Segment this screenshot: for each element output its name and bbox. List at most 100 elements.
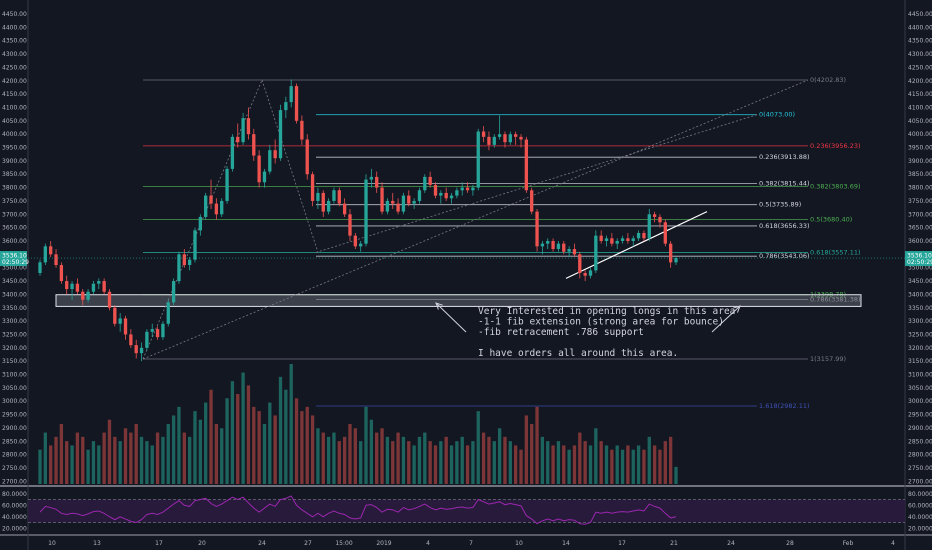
candle-body[interactable] bbox=[187, 259, 192, 266]
candle-body[interactable] bbox=[204, 195, 208, 217]
candle-body[interactable] bbox=[49, 246, 53, 255]
candle-body[interactable] bbox=[38, 262, 42, 274]
candle-body[interactable] bbox=[230, 136, 235, 169]
candle-body[interactable] bbox=[668, 243, 673, 263]
candle-body[interactable] bbox=[359, 243, 363, 247]
candle-body[interactable] bbox=[70, 283, 74, 290]
candle-body[interactable] bbox=[674, 258, 678, 263]
candle-body[interactable] bbox=[636, 232, 641, 239]
candle-body[interactable] bbox=[284, 102, 288, 111]
arrow-left[interactable] bbox=[435, 302, 467, 333]
candle-body[interactable] bbox=[252, 134, 256, 156]
candle-body[interactable] bbox=[391, 200, 395, 204]
candle-body[interactable] bbox=[530, 190, 534, 212]
candle-body[interactable] bbox=[289, 86, 293, 103]
candle-body[interactable] bbox=[514, 134, 518, 137]
candle-body[interactable] bbox=[385, 200, 390, 212]
candle-body[interactable] bbox=[129, 334, 133, 346]
candle-body[interactable] bbox=[65, 281, 69, 290]
candle-body[interactable] bbox=[620, 238, 625, 241]
candle-body[interactable] bbox=[273, 150, 277, 159]
rsi-pane[interactable] bbox=[28, 495, 905, 525]
candle-body[interactable] bbox=[139, 347, 144, 354]
candle-body[interactable] bbox=[310, 174, 315, 201]
arrow-right[interactable] bbox=[711, 305, 741, 333]
candle-body[interactable] bbox=[610, 238, 614, 244]
candle-body[interactable] bbox=[123, 318, 128, 335]
candle-body[interactable] bbox=[455, 190, 459, 196]
candle-body[interactable] bbox=[118, 318, 122, 324]
candle-body[interactable] bbox=[305, 139, 309, 175]
candle-body[interactable] bbox=[658, 216, 662, 223]
candle-body[interactable] bbox=[369, 176, 374, 180]
candle-body[interactable] bbox=[535, 211, 539, 247]
candle-body[interactable] bbox=[294, 86, 299, 121]
candle-body[interactable] bbox=[471, 187, 475, 191]
candle-body[interactable] bbox=[460, 187, 464, 191]
candle-body[interactable] bbox=[54, 254, 58, 266]
candle-body[interactable] bbox=[562, 243, 566, 252]
candle-body[interactable] bbox=[150, 329, 154, 332]
candle-body[interactable] bbox=[481, 131, 486, 137]
candle-body[interactable] bbox=[91, 283, 96, 292]
annotation-text[interactable]: Very Interested in opening longs in this… bbox=[478, 306, 735, 359]
candle-body[interactable] bbox=[519, 136, 523, 140]
candle-body[interactable] bbox=[652, 214, 657, 217]
candle-body[interactable] bbox=[428, 176, 432, 185]
candle-body[interactable] bbox=[503, 134, 507, 143]
rsi-line[interactable] bbox=[39, 495, 677, 525]
candle-body[interactable] bbox=[524, 139, 529, 191]
fib-extension-diagonal[interactable] bbox=[142, 79, 809, 360]
candle-body[interactable] bbox=[321, 192, 325, 212]
candle-body[interactable] bbox=[214, 203, 219, 215]
candle-body[interactable] bbox=[241, 118, 245, 143]
candle-body[interactable] bbox=[155, 329, 160, 338]
candle-body[interactable] bbox=[209, 195, 213, 204]
candle-body[interactable] bbox=[246, 118, 251, 135]
candle-body[interactable] bbox=[663, 222, 667, 244]
candle-body[interactable] bbox=[599, 235, 603, 241]
candle-body[interactable] bbox=[364, 179, 368, 244]
candle-body[interactable] bbox=[113, 307, 117, 324]
candle-body[interactable] bbox=[546, 240, 550, 244]
candle-body[interactable] bbox=[556, 243, 561, 250]
candle-body[interactable] bbox=[59, 265, 64, 282]
candle-body[interactable] bbox=[626, 238, 630, 241]
candle-body[interactable] bbox=[615, 240, 619, 244]
ascending-trendline[interactable] bbox=[565, 211, 708, 279]
candle-body[interactable] bbox=[647, 214, 651, 239]
candle-body[interactable] bbox=[171, 281, 176, 303]
candle-body[interactable] bbox=[182, 254, 186, 266]
candle-body[interactable] bbox=[380, 187, 384, 212]
fib-retrace-diagonal[interactable] bbox=[315, 114, 758, 253]
candle-body[interactable] bbox=[401, 195, 406, 212]
candle-body[interactable] bbox=[578, 254, 582, 274]
candle-body[interactable] bbox=[433, 184, 438, 196]
candle-body[interactable] bbox=[161, 323, 165, 338]
candle-body[interactable] bbox=[348, 214, 352, 236]
candle-body[interactable] bbox=[342, 203, 347, 215]
candle-body[interactable] bbox=[75, 283, 80, 292]
candle-body[interactable] bbox=[375, 176, 379, 188]
candle-body[interactable] bbox=[268, 150, 272, 172]
candle-body[interactable] bbox=[86, 291, 90, 300]
candle-body[interactable] bbox=[423, 176, 427, 191]
candle-body[interactable] bbox=[508, 134, 512, 143]
candle-body[interactable] bbox=[412, 200, 416, 204]
candle-body[interactable] bbox=[444, 192, 448, 199]
candle-body[interactable] bbox=[107, 291, 112, 308]
candle-body[interactable] bbox=[337, 190, 341, 204]
candle-body[interactable] bbox=[567, 249, 571, 252]
candle-body[interactable] bbox=[220, 200, 224, 215]
candle-body[interactable] bbox=[332, 190, 336, 201]
candle-body[interactable] bbox=[353, 235, 357, 247]
candle-body[interactable] bbox=[262, 171, 267, 183]
candle-body[interactable] bbox=[497, 134, 502, 137]
candle-body[interactable] bbox=[278, 110, 283, 159]
candle-body[interactable] bbox=[236, 136, 240, 143]
candle-body[interactable] bbox=[642, 232, 646, 239]
candle-body[interactable] bbox=[487, 136, 491, 145]
candle-body[interactable] bbox=[551, 240, 555, 250]
candle-body[interactable] bbox=[583, 273, 587, 276]
